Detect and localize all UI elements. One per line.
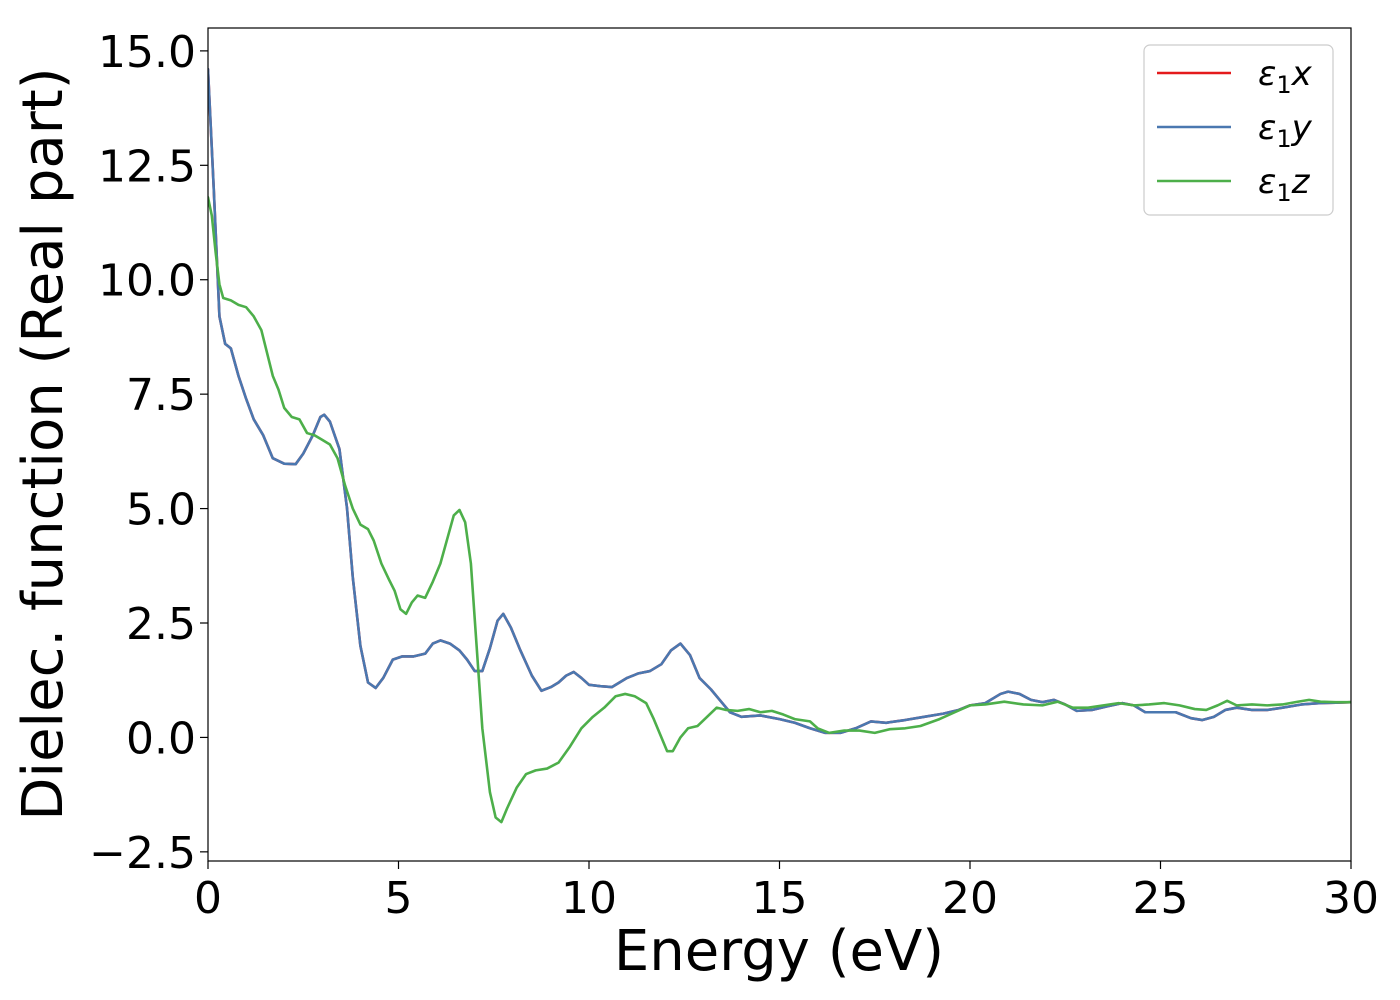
x-tick-label: 0 bbox=[194, 873, 222, 924]
x-tick-label: 10 bbox=[561, 873, 617, 924]
y-axis-title: Dielec. function (Real part) bbox=[11, 67, 76, 820]
y-tick-label: 7.5 bbox=[126, 370, 196, 421]
legend-label-y: ε1y bbox=[1258, 108, 1313, 153]
y-tick-label: 10.0 bbox=[98, 256, 196, 307]
series-line-z bbox=[208, 196, 1351, 824]
y-axis-ticks: −2.5 0.0 2.5 5.0 7.5 10.0 12.5 15.0 bbox=[89, 27, 208, 879]
y-tick-label: −2.5 bbox=[89, 828, 196, 879]
y-tick-label: 0.0 bbox=[126, 713, 196, 764]
y-tick-label: 15.0 bbox=[98, 27, 196, 78]
x-tick-label: 20 bbox=[942, 873, 998, 924]
legend-box bbox=[1143, 44, 1334, 216]
legend-label-z: ε1z bbox=[1258, 162, 1311, 207]
y-tick-label: 2.5 bbox=[126, 599, 196, 650]
x-tick-label: 25 bbox=[1133, 873, 1189, 924]
x-axis-ticks: 0 5 10 15 20 25 30 bbox=[194, 861, 1379, 924]
x-tick-label: 30 bbox=[1323, 873, 1379, 924]
x-tick-label: 5 bbox=[385, 873, 413, 924]
y-tick-label: 5.0 bbox=[126, 485, 196, 536]
x-tick-label: 15 bbox=[752, 873, 808, 924]
x-axis-title: Energy (eV) bbox=[614, 919, 944, 984]
legend-entries: ε1x ε1y ε1z bbox=[1157, 54, 1313, 207]
series-layer bbox=[208, 67, 1351, 824]
series-line-y bbox=[208, 67, 1351, 735]
legend: ε1x ε1y ε1z bbox=[1143, 44, 1334, 216]
y-tick-label: 12.5 bbox=[98, 141, 196, 192]
legend-label-x: ε1x bbox=[1258, 54, 1313, 99]
